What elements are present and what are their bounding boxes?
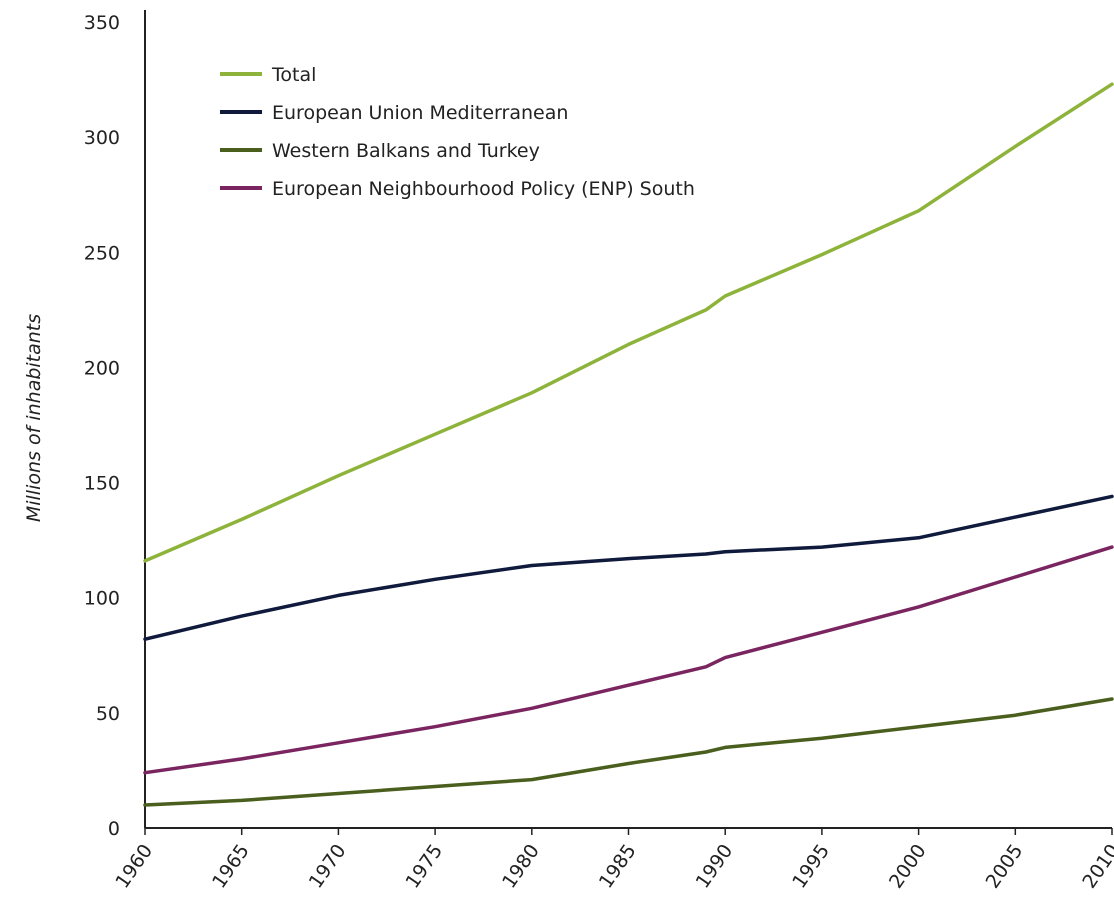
- x-tick-label: 2005: [982, 840, 1028, 892]
- legend: Total European Union Mediterranean Western…: [220, 64, 695, 200]
- x-tick-label: 1970: [305, 840, 351, 892]
- y-tick-label: 50: [96, 703, 120, 725]
- series-line-0: [143, 82, 1114, 563]
- x-tick-label: 2000: [885, 840, 931, 892]
- x-tick-label: 1975: [401, 840, 447, 892]
- legend-label-1: European Union Mediterranean: [272, 102, 568, 124]
- series-group: [143, 82, 1114, 807]
- y-tick-label: 200: [84, 357, 120, 379]
- x-tick-label: 2010: [1078, 840, 1114, 892]
- y-tick-label: 250: [84, 242, 120, 264]
- x-tick-label: 1995: [788, 840, 834, 892]
- y-tick-label: 350: [84, 12, 120, 34]
- y-tick-label: 150: [84, 473, 120, 495]
- y-tick-label: 100: [84, 588, 120, 610]
- legend-label-2: Western Balkans and Turkey: [272, 140, 540, 162]
- legend-label-3: European Neighbourhood Policy (ENP) Sout…: [272, 178, 695, 200]
- x-tick-label: 1980: [498, 840, 544, 892]
- series-line-1: [143, 494, 1114, 641]
- legend-label-0: Total: [271, 64, 316, 86]
- y-tick-label: 300: [84, 127, 120, 149]
- series-line-3: [143, 545, 1114, 775]
- y-axis-title: Millions of inhabitants: [23, 314, 45, 522]
- x-tick-label: 1960: [111, 840, 157, 892]
- x-tick-label: 1990: [692, 840, 738, 892]
- x-tick-label: 1965: [208, 840, 254, 892]
- y-tick-label: 0: [108, 818, 120, 840]
- x-tick-label: 1985: [595, 840, 641, 892]
- series-line-2: [143, 697, 1114, 807]
